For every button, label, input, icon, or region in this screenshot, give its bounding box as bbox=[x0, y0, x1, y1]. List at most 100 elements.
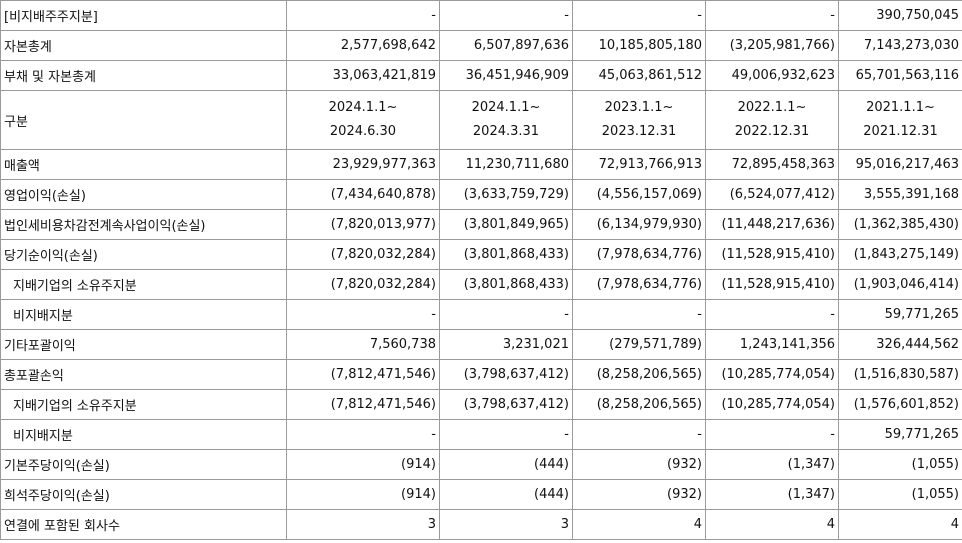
row-label-cell: 자본총계 bbox=[0, 30, 287, 61]
value-cell: 95,016,217,463 bbox=[838, 149, 962, 180]
value-cell: 7,560,738 bbox=[286, 329, 440, 360]
value-cell: 33,063,421,819 bbox=[286, 60, 440, 91]
period-end: 2021.12.31 bbox=[863, 124, 938, 139]
value-cell: - bbox=[439, 299, 573, 330]
table-row: 기본주당이익(손실) (914) (444) (932) (1,347) (1,055) bbox=[0, 449, 962, 480]
value-cell: 72,913,766,913 bbox=[572, 149, 706, 180]
value-cell: (10,285,774,054) bbox=[705, 359, 839, 390]
value-cell: (3,801,849,965) bbox=[439, 209, 573, 240]
period-start: 2024.1.1~ bbox=[471, 100, 541, 115]
period-header-cell: 2024.1.1~ 2024.3.31 bbox=[439, 90, 573, 150]
value-cell: (3,801,868,433) bbox=[439, 239, 573, 270]
period-header-cell: 2023.1.1~ 2023.12.31 bbox=[572, 90, 706, 150]
value-cell: (7,434,640,878) bbox=[286, 179, 440, 210]
value-cell: - bbox=[286, 0, 440, 31]
row-label-cell: 비지배지분 bbox=[0, 419, 287, 450]
table-row: 영업이익(손실) (7,434,640,878) (3,633,759,729) (4… bbox=[0, 179, 962, 210]
table-row: 자본총계 2,577,698,642 6,507,897,636 10,185,805… bbox=[0, 30, 962, 61]
value-cell: (1,347) bbox=[705, 479, 839, 510]
table-row: 총포괄손익 (7,812,471,546) (3,798,637,412) (8,25… bbox=[0, 359, 962, 390]
value-cell: - bbox=[705, 299, 839, 330]
period-end: 2024.3.31 bbox=[472, 124, 540, 139]
table-row: 매출액 23,929,977,363 11,230,711,680 72,913,76… bbox=[0, 149, 962, 180]
value-cell: 7,143,273,030 bbox=[838, 30, 962, 61]
value-cell: - bbox=[439, 0, 573, 31]
value-cell: (1,516,830,587) bbox=[838, 359, 962, 390]
value-cell: (11,448,217,636) bbox=[705, 209, 839, 240]
period-header-cell: 2022.1.1~ 2022.12.31 bbox=[705, 90, 839, 150]
row-label-cell: 기본주당이익(손실) bbox=[0, 449, 287, 480]
period-end: 2024.6.30 bbox=[329, 124, 397, 139]
value-cell: 4 bbox=[572, 509, 706, 540]
value-cell: (1,362,385,430) bbox=[838, 209, 962, 240]
period-end: 2023.12.31 bbox=[601, 124, 677, 139]
value-cell: (7,978,634,776) bbox=[572, 269, 706, 300]
value-cell: 49,006,932,623 bbox=[705, 60, 839, 91]
value-cell: (7,812,471,546) bbox=[286, 389, 440, 420]
value-cell: (7,820,032,284) bbox=[286, 269, 440, 300]
value-cell: (7,820,032,284) bbox=[286, 239, 440, 270]
value-cell: - bbox=[286, 419, 440, 450]
value-cell: 36,451,946,909 bbox=[439, 60, 573, 91]
value-cell: (444) bbox=[439, 479, 573, 510]
value-cell: - bbox=[286, 299, 440, 330]
value-cell: (4,556,157,069) bbox=[572, 179, 706, 210]
value-cell: 72,895,458,363 bbox=[705, 149, 839, 180]
value-cell: (1,576,601,852) bbox=[838, 389, 962, 420]
table-row: [비지배주주지분] - - - -390,750,045 bbox=[0, 0, 962, 31]
value-cell: (8,258,206,565) bbox=[572, 359, 706, 390]
row-label-cell: 희석주당이익(손실) bbox=[0, 479, 287, 510]
value-cell: 3 bbox=[439, 509, 573, 540]
table-header-row: 구분 2024.1.1~ 2024.6.30 2024.1.1~ 2024.3.31 20… bbox=[0, 90, 962, 150]
value-cell: 326,444,562 bbox=[838, 329, 962, 360]
value-cell: (444) bbox=[439, 449, 573, 480]
period-header-cell: 2021.1.1~ 2021.12.31 bbox=[838, 90, 962, 150]
table-row: 지배기업의 소유주지분 (7,820,032,284) (3,801,868,433… bbox=[0, 269, 962, 300]
row-label-cell: 부채 및 자본총계 bbox=[0, 60, 287, 91]
table-row: 당기순이익(손실) (7,820,032,284) (3,801,868,433) (… bbox=[0, 239, 962, 270]
value-cell: 1,243,141,356 bbox=[705, 329, 839, 360]
row-label-cell: 총포괄손익 bbox=[0, 359, 287, 390]
value-cell: (7,820,013,977) bbox=[286, 209, 440, 240]
row-label-cell: 기타포괄이익 bbox=[0, 329, 287, 360]
period-start: 2021.1.1~ bbox=[866, 100, 935, 115]
table-row: 비지배지분 - - - -59,771,265 bbox=[0, 299, 962, 330]
value-cell: 6,507,897,636 bbox=[439, 30, 573, 61]
value-cell: - bbox=[439, 419, 573, 450]
value-cell: - bbox=[705, 419, 839, 450]
value-cell: (914) bbox=[286, 479, 440, 510]
row-label-cell: 연결에 포함된 회사수 bbox=[0, 509, 287, 540]
value-cell: 11,230,711,680 bbox=[439, 149, 573, 180]
value-cell: (1,347) bbox=[705, 449, 839, 480]
period-end: 2022.12.31 bbox=[734, 124, 810, 139]
table-row: 기타포괄이익 7,560,738 3,231,021 (279,571,789) 1,2… bbox=[0, 329, 962, 360]
value-cell: (7,812,471,546) bbox=[286, 359, 440, 390]
header-label-cell: 구분 bbox=[0, 90, 287, 150]
value-cell: 45,063,861,512 bbox=[572, 60, 706, 91]
value-cell: 59,771,265 bbox=[838, 299, 962, 330]
value-cell: - bbox=[572, 419, 706, 450]
row-label-cell: 당기순이익(손실) bbox=[0, 239, 287, 270]
table-row: 연결에 포함된 회사수 3 3 4 4 4 bbox=[0, 509, 962, 540]
value-cell: (1,843,275,149) bbox=[838, 239, 962, 270]
value-cell: (1,903,046,414) bbox=[838, 269, 962, 300]
value-cell: (10,285,774,054) bbox=[705, 389, 839, 420]
value-cell: 23,929,977,363 bbox=[286, 149, 440, 180]
value-cell: 3 bbox=[286, 509, 440, 540]
value-cell: (914) bbox=[286, 449, 440, 480]
value-cell: - bbox=[572, 299, 706, 330]
period-start: 2024.1.1~ bbox=[328, 100, 398, 115]
row-label-cell: 매출액 bbox=[0, 149, 287, 180]
value-cell: (3,633,759,729) bbox=[439, 179, 573, 210]
period-start: 2023.1.1~ bbox=[604, 100, 674, 115]
value-cell: (932) bbox=[572, 449, 706, 480]
value-cell: (6,134,979,930) bbox=[572, 209, 706, 240]
value-cell: (279,571,789) bbox=[572, 329, 706, 360]
value-cell: (11,528,915,410) bbox=[705, 239, 839, 270]
value-cell: - bbox=[705, 0, 839, 31]
value-cell: 4 bbox=[705, 509, 839, 540]
table-row: 희석주당이익(손실) (914) (444) (932) (1,347) (1,055) bbox=[0, 479, 962, 510]
value-cell: (3,798,637,412) bbox=[439, 359, 573, 390]
